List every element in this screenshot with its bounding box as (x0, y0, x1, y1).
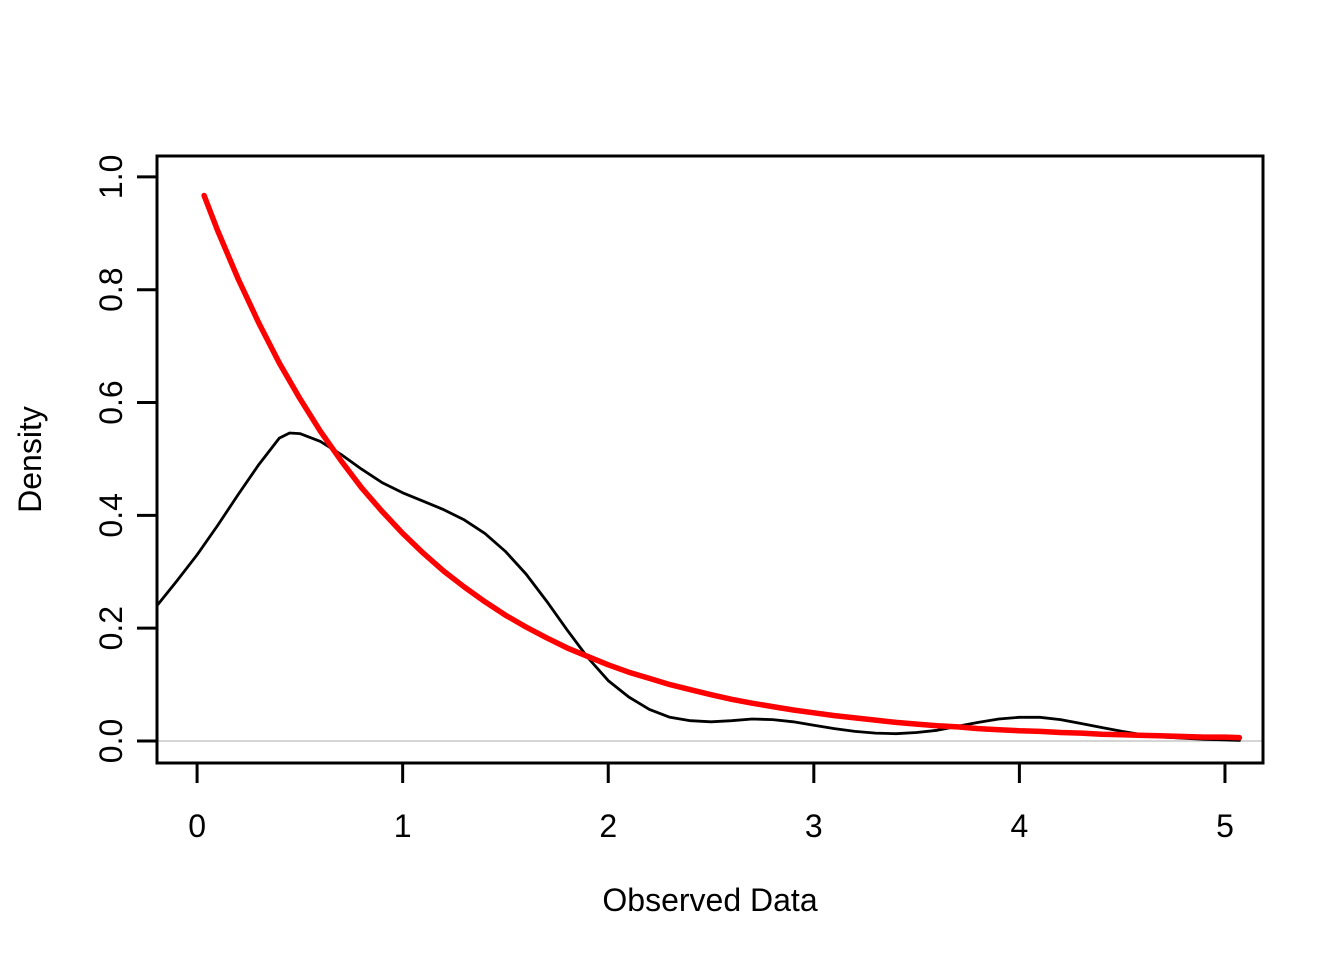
plot-box-border (155, 154, 1265, 765)
y-tick-label-0.0: 0.0 (93, 719, 129, 763)
kernel-density-estimate-curve (155, 431, 1241, 742)
y-tick-label-0.2: 0.2 (93, 606, 129, 650)
x-tick-label-0: 0 (188, 808, 206, 844)
exponential-density-curve (201, 192, 1243, 741)
y-axis-title: Density (12, 406, 48, 513)
y-tick-label-1.0: 1.0 (93, 155, 129, 199)
axes-layer: 0 1 2 3 4 5 0.0 0.2 0.4 0.6 0.8 1.0 (93, 154, 1265, 844)
series-layer (155, 192, 1243, 742)
x-tick-label-5: 5 (1216, 808, 1234, 844)
x-tick-label-1: 1 (394, 808, 412, 844)
y-tick-label-0.4: 0.4 (93, 493, 129, 537)
x-axis-title: Observed Data (602, 882, 817, 918)
x-tick-label-2: 2 (599, 808, 617, 844)
x-tick-label-4: 4 (1010, 808, 1028, 844)
y-tick-label-0.6: 0.6 (93, 380, 129, 424)
x-tick-label-3: 3 (805, 808, 823, 844)
y-tick-label-0.8: 0.8 (93, 267, 129, 311)
